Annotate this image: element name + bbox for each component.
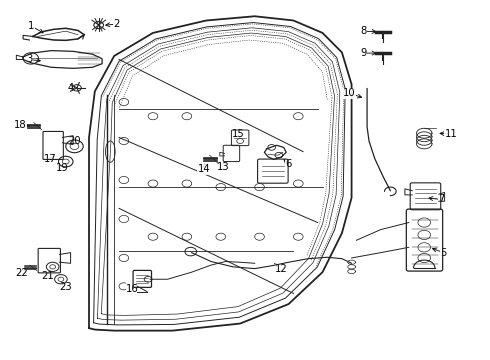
Text: 23: 23	[59, 282, 72, 292]
Text: 11: 11	[444, 129, 457, 139]
Text: 4: 4	[68, 83, 74, 93]
Text: 13: 13	[217, 162, 229, 171]
Text: 22: 22	[15, 268, 27, 278]
Text: 1: 1	[28, 21, 34, 31]
Text: 21: 21	[41, 271, 54, 282]
Text: 15: 15	[232, 129, 245, 139]
Text: 8: 8	[361, 26, 367, 36]
Text: 10: 10	[343, 88, 355, 98]
Text: 19: 19	[55, 163, 68, 172]
Text: 9: 9	[361, 48, 367, 58]
Text: 7: 7	[438, 194, 444, 204]
Text: 3: 3	[26, 54, 32, 64]
Text: 18: 18	[13, 120, 26, 130]
Text: 2: 2	[113, 19, 120, 29]
Text: 17: 17	[44, 154, 57, 165]
Text: 14: 14	[197, 165, 210, 174]
Text: 6: 6	[285, 159, 292, 169]
Text: 12: 12	[275, 264, 288, 274]
Text: 16: 16	[126, 284, 139, 294]
Text: 5: 5	[441, 248, 447, 258]
Text: 20: 20	[68, 136, 81, 146]
